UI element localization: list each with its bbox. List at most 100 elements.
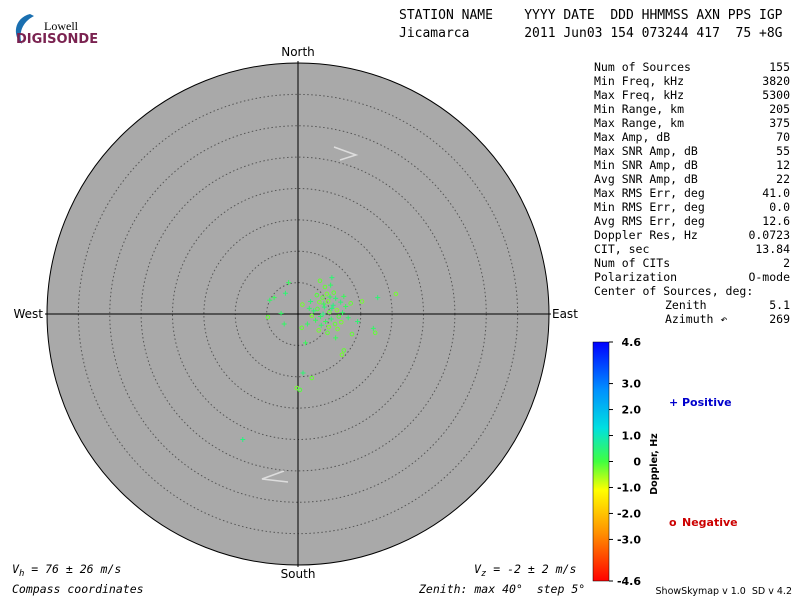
- source-negative: [316, 328, 322, 333]
- symbol: V: [474, 562, 482, 576]
- stat-label: CIT, sec: [594, 242, 649, 256]
- stat-label: Min Range, km: [594, 102, 684, 116]
- header-line: STATION NAME YYYY DATE DDD HHMMSS AXN PP…: [399, 8, 783, 23]
- source-negative: [359, 299, 365, 304]
- source-positive: [318, 322, 324, 328]
- source-positive: [303, 340, 309, 346]
- source-positive: [304, 321, 310, 327]
- stat-value: 13.84: [755, 242, 790, 256]
- stat-label: Num of CITs: [594, 256, 670, 270]
- source-positive: [328, 316, 334, 322]
- source-negative: [335, 326, 340, 332]
- colorbar-tick-label: -1.0: [617, 481, 641, 494]
- source-negative: [300, 302, 305, 307]
- source-negative: [324, 291, 330, 297]
- footer-right: ShowSkymap v 1.0 SD v 4.2: [656, 586, 792, 597]
- source-negative: [265, 314, 271, 320]
- stat-value: 22: [776, 172, 790, 186]
- source-positive: [321, 304, 327, 310]
- legend-label: Positive: [682, 396, 732, 409]
- source-positive: [308, 298, 314, 304]
- subscript: z: [481, 569, 486, 579]
- source-positive: [345, 315, 351, 321]
- stat-label: Max Freq, kHz: [594, 88, 684, 102]
- stat-label: Max Amp, dB: [594, 130, 670, 144]
- stat-value: 3820: [762, 74, 790, 88]
- source-negative: [336, 314, 342, 319]
- source-positive: [341, 293, 347, 299]
- stat-value: 12.6: [762, 214, 790, 228]
- stat-value: 41.0: [762, 186, 790, 200]
- colorbar-tick-label: 0: [633, 456, 641, 469]
- source-positive: [320, 311, 326, 317]
- stat-label: Zenith: [665, 298, 707, 312]
- source-negative: [297, 387, 303, 393]
- source-positive: [355, 319, 361, 325]
- decor-chevron: [333, 146, 359, 161]
- velocity-z: Vz = -2 ± 2 m/s: [474, 562, 576, 579]
- source-positive: [286, 280, 292, 286]
- colorbar-tick-label: -4.6: [617, 575, 641, 588]
- source-negative: [334, 307, 340, 313]
- source-negative: [309, 313, 315, 319]
- logo-swoosh: [15, 14, 34, 44]
- stat-value: 5300: [762, 88, 790, 102]
- source-positive: [330, 302, 336, 308]
- stat-value: 70: [776, 130, 790, 144]
- direction-label: West: [13, 307, 43, 321]
- logo-bottom: DIGISONDE: [16, 32, 98, 47]
- source-positive: [327, 294, 333, 300]
- source-positive: [370, 325, 376, 331]
- stat-label: Max RMS Err, deg: [594, 186, 705, 200]
- stat-label: Max SNR Amp, dB: [594, 144, 698, 158]
- logo-top: Lowell: [44, 19, 79, 33]
- source-positive: [333, 335, 339, 341]
- source-positive: [306, 305, 312, 311]
- footer-middle: Zenith: max 40° step 5°: [418, 582, 585, 596]
- source-negative: [309, 375, 315, 381]
- source-negative: [317, 278, 323, 284]
- source-negative: [315, 306, 320, 312]
- source-negative: [372, 330, 378, 336]
- stat-label: Min Freq, kHz: [594, 74, 684, 88]
- source-negative: [317, 299, 322, 305]
- source-negative: [393, 291, 399, 297]
- stat-value: 269: [769, 312, 790, 326]
- source-negative: [325, 299, 331, 304]
- colorbar-tick-label: 2.0: [622, 404, 642, 417]
- source-negative: [339, 352, 345, 358]
- source-negative: [332, 321, 338, 327]
- source-positive: [338, 299, 344, 305]
- source-positive: [343, 303, 349, 309]
- source-negative: [349, 331, 355, 337]
- stat-value: 2: [783, 256, 790, 270]
- source-positive: [333, 295, 339, 301]
- stat-label: Doppler Res, Hz: [594, 228, 698, 242]
- value: = 76 ± 26 m/s: [24, 562, 121, 576]
- stat-value: 55: [776, 144, 790, 158]
- stats-panel: Num of Sources 155 Min Freq, kHz 3820 Max Fr…: [594, 60, 790, 326]
- source-positive: [267, 297, 273, 303]
- source-negative: [314, 292, 320, 298]
- direction-label: South: [281, 567, 316, 581]
- source-positive: [282, 290, 288, 296]
- colorbar-tick-label: 3.0: [622, 378, 642, 391]
- decor-chevron: [261, 470, 289, 483]
- source-positive: [321, 301, 327, 307]
- source-negative: [322, 284, 328, 290]
- stat-value: 0.0723: [748, 228, 790, 242]
- source-positive: [240, 437, 246, 442]
- source-positive: [278, 310, 284, 316]
- legend-symbol: o: [669, 516, 677, 529]
- stat-label: Min SNR Amp, dB: [594, 158, 698, 172]
- velocity-h: Vh = 76 ± 26 m/s: [12, 562, 121, 579]
- source-negative: [299, 325, 305, 331]
- stat-value: 5.1: [769, 298, 790, 312]
- colorbar-tick-label: 4.6: [622, 336, 642, 349]
- stat-label: Avg RMS Err, deg: [594, 214, 705, 228]
- direction-label: North: [281, 45, 315, 59]
- source-negative: [348, 301, 354, 306]
- colorbar-fill: [592, 341, 610, 582]
- subscript: h: [19, 569, 24, 579]
